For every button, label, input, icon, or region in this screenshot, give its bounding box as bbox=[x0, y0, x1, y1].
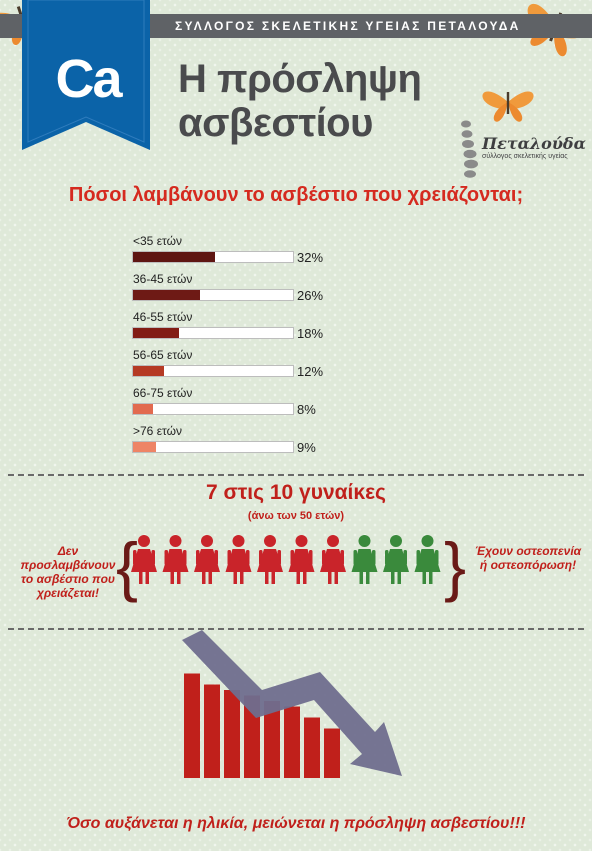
bar bbox=[133, 290, 200, 300]
right-note: Έχουν οστεοπενία ή οστεοπόρωση! bbox=[474, 544, 582, 572]
bar-track bbox=[132, 441, 294, 453]
bar bbox=[133, 366, 164, 376]
logo-name: Πεταλούδα bbox=[482, 134, 586, 153]
bar-category-label: 46-55 ετών bbox=[133, 310, 193, 324]
bar-value-label: 9% bbox=[297, 440, 316, 455]
woman-icon-red bbox=[131, 535, 157, 584]
bar-track bbox=[132, 251, 294, 263]
woman-icon-red bbox=[162, 535, 189, 584]
decline-bar bbox=[264, 701, 280, 778]
declining-bar-chart bbox=[182, 630, 402, 778]
woman-icon-green bbox=[351, 535, 378, 584]
page-title-line2: ασβεστίου bbox=[178, 101, 373, 145]
spine-icon bbox=[461, 120, 478, 178]
bar-track bbox=[132, 403, 294, 415]
bar-value-label: 32% bbox=[297, 250, 324, 265]
woman-icon-red bbox=[257, 535, 283, 584]
woman-icon-red bbox=[320, 535, 346, 584]
decline-bar bbox=[284, 706, 300, 778]
bar-category-label: <35 ετών bbox=[133, 234, 182, 248]
right-brace: } bbox=[444, 529, 467, 603]
element-symbol: Ca bbox=[55, 49, 122, 109]
left-note: Δεν προσλαμβάνουν το ασβέστιο που χρειάζ… bbox=[20, 544, 116, 600]
bar-track bbox=[132, 289, 294, 301]
bar-track bbox=[132, 365, 294, 377]
page-title-line1: Η πρόσληψη bbox=[178, 57, 422, 101]
decline-bar bbox=[304, 717, 320, 778]
decline-bar bbox=[224, 690, 240, 778]
decline-bar bbox=[184, 673, 200, 778]
left-brace: { bbox=[116, 529, 139, 603]
divider bbox=[8, 474, 584, 476]
bar-category-label: 36-45 ετών bbox=[133, 272, 193, 286]
woman-icon-red bbox=[194, 535, 220, 584]
women-stat-subtitle: (άνω των 50 ετών) bbox=[247, 510, 345, 522]
bar bbox=[133, 442, 157, 452]
butterfly-icon bbox=[482, 91, 534, 122]
woman-icon-green bbox=[414, 535, 441, 584]
down-arrow-icon bbox=[182, 630, 402, 776]
bar-value-label: 8% bbox=[297, 402, 316, 417]
bar-track bbox=[132, 327, 294, 339]
bar bbox=[133, 252, 215, 262]
women-stat-title: 7 στις 10 γυναίκες bbox=[206, 481, 386, 504]
decline-bar bbox=[324, 728, 340, 778]
divider bbox=[8, 628, 584, 630]
women-pictogram bbox=[131, 535, 441, 584]
bar-category-label: 66-75 ετών bbox=[133, 386, 193, 400]
woman-icon-red bbox=[225, 535, 252, 584]
logo-subtitle: σύλλογος σκελετικής υγείας bbox=[482, 153, 568, 160]
chart-title: Πόσοι λαμβάνουν το ασβέστιο που χρειάζον… bbox=[68, 184, 524, 206]
calcium-ribbon bbox=[22, 0, 150, 150]
bar bbox=[133, 404, 154, 414]
footer-text: Όσο αυξάνεται η ηλικία, μειώνεται η πρόσ… bbox=[66, 815, 526, 832]
organization-name: ΣΥΛΛΟΓΟΣ ΣΚΕΛΕΤΙΚΗΣ ΥΓΕΙΑΣ ΠΕΤΑΛΟΥΔΑ bbox=[175, 19, 521, 33]
bar-value-label: 26% bbox=[297, 288, 324, 303]
bar-value-label: 12% bbox=[297, 364, 324, 379]
woman-icon-red bbox=[288, 535, 315, 584]
bar bbox=[133, 328, 180, 338]
bar-category-label: >76 ετών bbox=[133, 424, 182, 438]
bar-value-label: 18% bbox=[297, 326, 324, 341]
bar-category-label: 56-65 ετών bbox=[133, 348, 193, 362]
woman-icon-green bbox=[383, 535, 409, 584]
decline-bar bbox=[204, 684, 220, 778]
